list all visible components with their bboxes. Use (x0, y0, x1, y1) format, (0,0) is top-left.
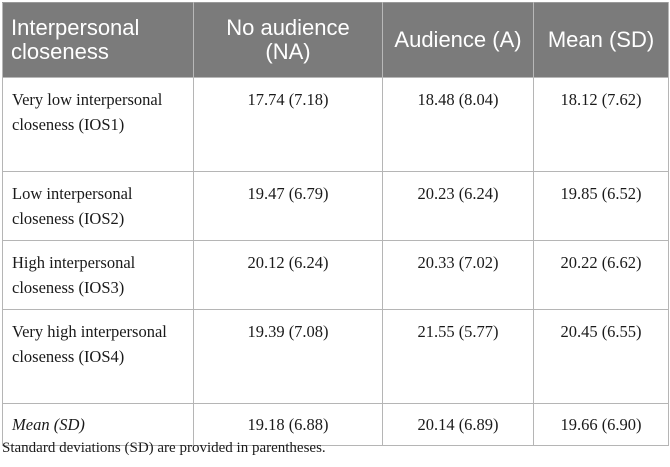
table-header: Interpersonal closeness No audience (NA)… (2, 2, 669, 78)
cell-mean: 19.66 (6.90) (533, 403, 669, 446)
cell-audience: 20.33 (7.02) (382, 240, 534, 310)
row-label: Very low interpersonal closeness (IOS1) (2, 77, 194, 172)
table-body: Very low interpersonal closeness (IOS1) … (2, 77, 669, 446)
cell-mean: 20.22 (6.62) (533, 240, 669, 310)
cell-no-audience: 17.74 (7.18) (193, 77, 383, 172)
cell-audience: 18.48 (8.04) (382, 77, 534, 172)
table-footnote: Standard deviations (SD) are provided in… (2, 440, 326, 456)
results-table-container: Interpersonal closeness No audience (NA)… (2, 2, 669, 446)
table-row: Very high interpersonal closeness (IOS4)… (2, 309, 669, 404)
header-mean-sd: Mean (SD) (533, 2, 669, 78)
cell-audience: 21.55 (5.77) (382, 309, 534, 404)
table-row-mean: Mean (SD) 19.18 (6.88) 20.14 (6.89) 19.6… (2, 403, 669, 446)
results-table: Interpersonal closeness No audience (NA)… (2, 2, 669, 446)
cell-mean: 18.12 (7.62) (533, 77, 669, 172)
row-label: Low interpersonal closeness (IOS2) (2, 171, 194, 241)
header-audience: Audience (A) (382, 2, 534, 78)
cell-no-audience: 19.47 (6.79) (193, 171, 383, 241)
row-label: Very high interpersonal closeness (IOS4) (2, 309, 194, 404)
cell-mean: 20.45 (6.55) (533, 309, 669, 404)
table-row: High interpersonal closeness (IOS3) 20.1… (2, 240, 669, 310)
cell-no-audience: 19.18 (6.88) (193, 403, 383, 446)
header-row: Interpersonal closeness No audience (NA)… (2, 2, 669, 78)
row-label: Mean (SD) (2, 403, 194, 446)
table-row: Very low interpersonal closeness (IOS1) … (2, 77, 669, 172)
cell-no-audience: 20.12 (6.24) (193, 240, 383, 310)
header-no-audience: No audience (NA) (193, 2, 383, 78)
cell-mean: 19.85 (6.52) (533, 171, 669, 241)
cell-audience: 20.14 (6.89) (382, 403, 534, 446)
header-interpersonal-closeness: Interpersonal closeness (2, 2, 194, 78)
cell-no-audience: 19.39 (7.08) (193, 309, 383, 404)
cell-audience: 20.23 (6.24) (382, 171, 534, 241)
row-label: High interpersonal closeness (IOS3) (2, 240, 194, 310)
table-row: Low interpersonal closeness (IOS2) 19.47… (2, 171, 669, 241)
